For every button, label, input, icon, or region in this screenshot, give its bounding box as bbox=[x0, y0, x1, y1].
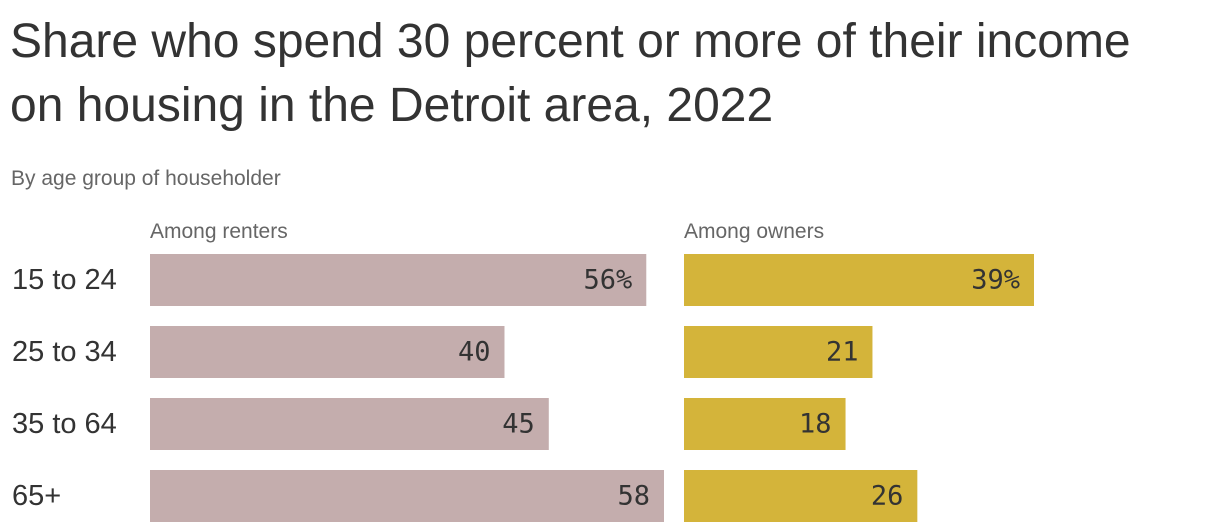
panel-header-renters: Among renters bbox=[150, 220, 288, 243]
owners-value-label: 26 bbox=[871, 481, 904, 512]
renters-value-label: 45 bbox=[502, 409, 535, 440]
panel-header-owners: Among owners bbox=[684, 220, 824, 243]
renters-value-label: 58 bbox=[617, 481, 650, 512]
renters-bar bbox=[150, 254, 647, 306]
renters-value-label: 40 bbox=[458, 337, 491, 368]
owners-value-label: 18 bbox=[799, 409, 832, 440]
owners-bar bbox=[684, 254, 1034, 306]
category-label: 35 to 64 bbox=[12, 408, 117, 440]
category-label: 15 to 24 bbox=[12, 264, 117, 296]
renters-bar bbox=[150, 326, 505, 378]
category-label: 25 to 34 bbox=[12, 336, 117, 368]
owners-value-label: 21 bbox=[826, 337, 859, 368]
renters-bar bbox=[150, 398, 549, 450]
renters-value-label: 56% bbox=[583, 265, 632, 296]
chart-subtitle: By age group of householder bbox=[11, 167, 281, 190]
category-label: 65+ bbox=[12, 480, 61, 512]
chart-title: Share who spend 30 percent or more of th… bbox=[10, 15, 1131, 132]
renters-bar bbox=[150, 470, 664, 522]
owners-bar bbox=[684, 326, 873, 378]
owners-bar bbox=[684, 398, 846, 450]
owners-value-label: 39% bbox=[971, 265, 1020, 296]
owners-bar bbox=[684, 470, 918, 522]
